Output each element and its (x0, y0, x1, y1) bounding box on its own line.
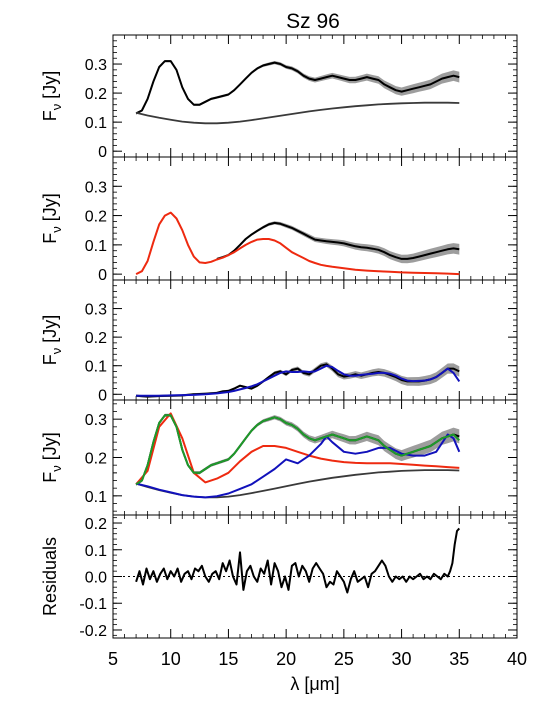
y-axis-label: Fν [Jy] (40, 315, 64, 366)
y-tick-label: 0 (98, 387, 107, 404)
y-tick-label: 0.2 (85, 86, 107, 103)
uncertainty-band (136, 413, 460, 486)
y-tick-label: 0.3 (85, 412, 107, 429)
series-red (135, 412, 460, 485)
panel-5: -0.2 -0.1 0.0 0.1 0.2 Residuals (40, 514, 518, 640)
plot-area (135, 60, 460, 125)
y-tick-label: 0 (98, 144, 107, 161)
panel-2: 0 0.1 0.2 0.3 Fν [Jy] (40, 156, 518, 284)
y-tick-label: 0.1 (85, 359, 107, 376)
y-tick-label: 0.1 (85, 543, 107, 560)
y-tick-label: 0.2 (85, 516, 107, 533)
y-axis-label: Fν [Jy] (40, 193, 64, 244)
y-axis-label: Fν [Jy] (40, 71, 64, 122)
x-tick-label: 30 (392, 649, 412, 669)
x-tick-label: 20 (276, 649, 296, 669)
y-tick-label: 0.1 (85, 115, 107, 132)
y-tick-label: 0.1 (85, 489, 107, 506)
y-tick-label: 0.2 (85, 330, 107, 347)
panel-3: 0 0.1 0.2 0.3 Fν [Jy] (40, 279, 518, 404)
x-tick-label: 40 (507, 649, 527, 669)
y-axis-label: Fν [Jy] (40, 432, 64, 483)
plot-area (135, 412, 461, 499)
panel-frame (112, 34, 518, 158)
series-continuum (135, 469, 460, 499)
panel-frame (112, 156, 518, 281)
y-tick-label: -0.2 (79, 623, 107, 640)
x-tick-label: 15 (218, 649, 238, 669)
plot-area (136, 361, 461, 398)
y-tick-label: 0.3 (85, 179, 107, 196)
panel-1: 0 0.1 0.2 0.3 Fν [Jy] (40, 34, 518, 161)
plot-area (135, 211, 460, 276)
series-observed (216, 221, 460, 260)
y-tick-label: 0.3 (85, 57, 107, 74)
series-observed (135, 60, 460, 115)
uncertainty-band (136, 60, 460, 115)
panel-4: 0.1 0.2 0.3 Fν [Jy] (40, 399, 518, 516)
x-tick-label: 10 (161, 649, 181, 669)
x-axis-label: λ [μm] (290, 674, 339, 694)
x-tick-label: 25 (334, 649, 354, 669)
x-tick-label: 35 (449, 649, 469, 669)
uncertainty-band (136, 361, 460, 398)
y-tick-label: 0.0 (85, 570, 107, 587)
y-tick-label: 0.2 (85, 209, 107, 226)
series-blue (136, 364, 461, 397)
y-tick-label: -0.1 (79, 596, 107, 613)
series-green (135, 414, 461, 486)
y-tick-label: 0 (98, 267, 107, 284)
series-red (135, 211, 460, 276)
series-continuum (135, 101, 460, 125)
x-tick-label: 5 (108, 649, 118, 669)
series-residual (135, 527, 461, 594)
series-blue (135, 433, 461, 499)
chart-title: Sz 96 (286, 10, 340, 33)
y-tick-label: 0.3 (85, 302, 107, 319)
panel-frame (112, 279, 518, 401)
plot-area (113, 527, 517, 594)
y-tick-label: 0.2 (85, 451, 107, 468)
y-tick-label: 0.1 (85, 238, 107, 255)
y-axis-label: Residuals (40, 537, 60, 616)
